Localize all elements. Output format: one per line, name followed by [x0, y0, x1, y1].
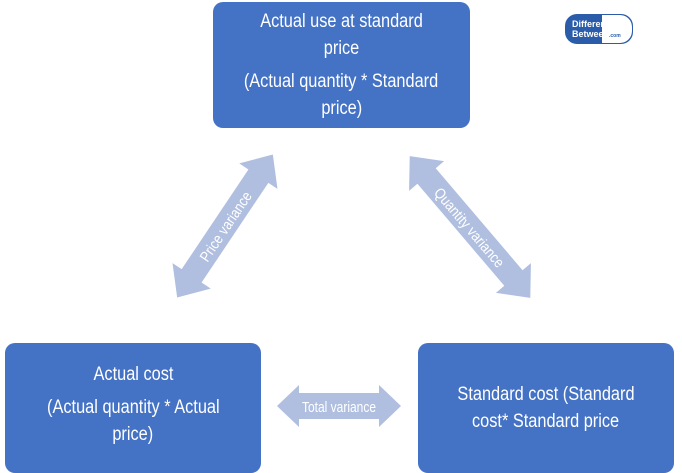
node-standard-cost: Standard cost (Standard cost* Standard p…	[418, 343, 674, 473]
node-formula: price)	[321, 98, 362, 119]
node-actual-use-at-standard-price: Actual use at standard price (Actual qua…	[213, 2, 470, 128]
node-formula: (Actual quantity * Actual	[46, 397, 220, 418]
logo: Difference Between.com	[565, 14, 633, 44]
price-variance-label: Price variance	[196, 188, 255, 265]
price-variance-arrow: Price variance	[172, 154, 278, 298]
total-variance-label: Total variance	[302, 399, 376, 416]
arrows-layer: Price variance Quantity variance Total v…	[172, 154, 531, 427]
node-formula: (Actual quantity * Standard	[244, 71, 439, 92]
node-title: Actual cost	[93, 364, 173, 385]
node-formula: price)	[112, 424, 154, 445]
node-title: Actual use at standard price	[260, 11, 423, 59]
quantity-variance-arrow: Quantity variance	[409, 156, 531, 298]
node-text: cost* Standard price	[472, 411, 620, 432]
node-actual-cost: Actual cost (Actual quantity * Actual pr…	[5, 343, 261, 473]
total-variance-arrow: Total variance	[277, 385, 401, 427]
quantity-variance-label: Quantity variance	[431, 184, 509, 271]
node-text: Standard cost (Standard	[457, 384, 635, 405]
